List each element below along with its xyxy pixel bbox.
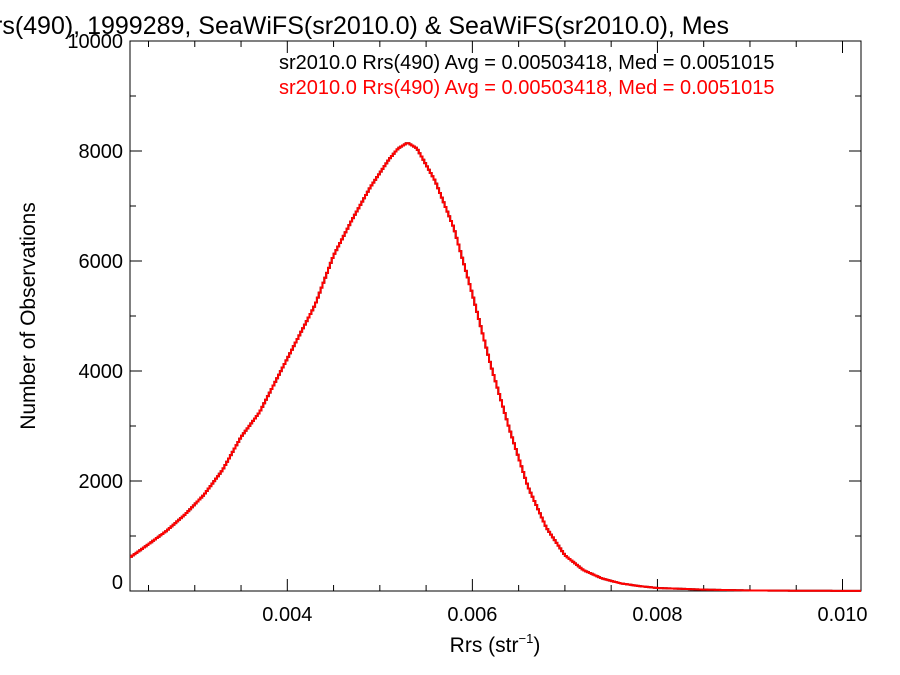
y-tick-label: 8000 xyxy=(79,141,124,163)
y-tick-label: 10000 xyxy=(67,31,123,53)
y-axis-label: Number of Observations xyxy=(17,202,40,430)
y-axis: 0 2000 4000 6000 8000 10000 xyxy=(67,31,861,594)
series-layer xyxy=(130,142,861,592)
legend-entry-0: sr2010.0 Rrs(490) Avg = 0.00503418, Med … xyxy=(279,52,775,74)
x-axis-label: Rrs (str−1) xyxy=(450,631,541,657)
y-tick-label: 0 xyxy=(112,572,123,594)
y-tick-label: 6000 xyxy=(79,251,124,273)
x-tick-label: 0.008 xyxy=(632,604,682,626)
legend: sr2010.0 Rrs(490) Avg = 0.00503418, Med … xyxy=(279,52,775,99)
y-tick-label: 4000 xyxy=(79,361,124,383)
x-tick-label: 0.004 xyxy=(262,604,312,626)
chart-title: rs(490), 1999289, SeaWiFS(sr2010.0) & Se… xyxy=(0,12,729,40)
plot-frame xyxy=(129,40,862,592)
histogram-series-1 xyxy=(130,142,861,592)
x-tick-label: 0.010 xyxy=(817,604,867,626)
x-axis: 0.004 0.006 0.008 0.010 xyxy=(148,41,868,626)
histogram-series-0 xyxy=(130,142,861,592)
y-tick-label: 2000 xyxy=(79,471,124,493)
legend-entry-1: sr2010.0 Rrs(490) Avg = 0.00503418, Med … xyxy=(279,77,775,99)
x-tick-label: 0.006 xyxy=(447,604,497,626)
